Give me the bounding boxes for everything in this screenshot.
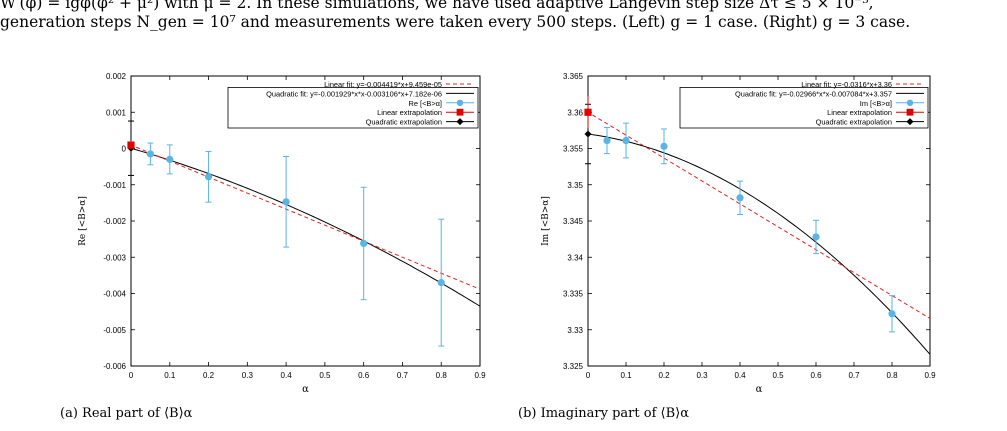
data-point [437,279,445,287]
y-tick-label: -0.001 [103,181,126,190]
y-tick-label: 3.365 [563,72,584,81]
subcaption-b: (b) Imaginary part of ⟨B⟩α [518,406,689,421]
x-tick-label: 0.6 [358,371,370,380]
y-tick-label: 3.33 [567,326,583,335]
x-tick-label: 0.6 [810,371,822,380]
legend-swatch-linear-extrap-point [456,108,464,116]
data-point [812,233,820,241]
y-tick-label: -0.005 [103,326,126,335]
quadratic-extrapolation-point [584,130,592,138]
quadratic-fit-line [131,147,480,307]
legend-label-quadratic: Quadratic fit: y=-0.02966*x*x-0.007084*x… [735,89,892,98]
linear-extrapolation-point [127,141,135,149]
y-tick-label: 3.34 [567,253,583,262]
data-point [660,142,668,150]
legend-box [679,87,929,129]
legend-swatch-quad-extrap-point [906,118,914,126]
linear-extrapolation-point [584,108,592,116]
x-tick-label: 0.8 [886,371,898,380]
x-tick-label: 0.3 [696,371,708,380]
legend-swatch-quad-extrap-point [456,118,464,126]
data-point [622,136,630,145]
y-tick-label: -0.002 [103,217,126,226]
y-tick-label: 3.355 [563,145,584,154]
chart-real: 0 0.1 0.2 0.3 0.4 0.5 0.6 0.7 0.8 0.9 -0.006 -0.005… [78,72,486,395]
x-tick-label: 0.4 [281,371,293,380]
quadratic-fit-line [588,133,930,356]
legend-label-quad_extrap: Quadratic extrapolation [816,118,892,127]
subcaption-a: (a) Real part of ⟨B⟩α [60,406,193,421]
x-tick-label: 0.3 [242,371,254,380]
legend-label-linear_extrap: Linear extrapolation [827,108,892,117]
legend-swatch-data-point [456,99,464,107]
chart-imag: 0 0.1 0.2 0.3 0.4 0.5 0.6 0.7 0.8 0.9 3.325 3.33 3.3… [541,72,936,395]
x-tick-label: 0.4 [734,371,746,380]
legend-label-quadratic: Quadratic fit: y=-0.001929*x*x-0.003106*… [266,89,442,98]
legend-box [227,87,479,129]
data-point [888,310,896,318]
x-tick-label: 0.5 [319,371,331,380]
y-tick-label: -0.004 [103,290,126,299]
caption-line-1: W′(φ) = igφ(φ² + μ²) with μ = 2. In thes… [0,0,874,12]
legend-swatch-data-point [906,99,914,107]
y-tick-label: 0 [122,145,127,154]
x-tick-label: 0 [129,371,134,380]
legend-label-linear: Linear fit: y=-0.004419*x+9.459e-05 [324,80,442,89]
x-tick-label: 0.9 [924,371,936,380]
y-tick-label: 3.36 [567,108,583,117]
y-tick-label: 3.325 [563,362,584,371]
x-tick-label: 0.2 [658,371,670,380]
legend-swatch-linear-extrap-point [906,108,914,116]
legend-label-linear_extrap: Linear extrapolation [377,108,442,117]
data-point [360,239,368,248]
legend-label-quad_extrap: Quadratic extrapolation [366,118,442,127]
data-point [736,194,744,202]
y-tick-label: 3.345 [563,217,584,226]
x-tick-label: 0.2 [203,371,215,380]
x-tick-label: 0.8 [436,371,448,380]
x-tick-label: 0.1 [620,371,632,380]
legend-label-data: Im [<B>α] [860,99,892,108]
legend-label-data: Re [<B>α] [409,99,442,108]
data-point [166,155,174,163]
x-tick-label: 0.5 [772,371,784,380]
data-point [282,198,290,206]
legend-label-linear: Linear fit: y=-0.0316*x+3.36 [801,80,892,89]
linear-fit-line [131,144,480,290]
y-tick-label: 0.001 [106,108,127,117]
y-tick-label: 3.335 [563,290,584,299]
x-tick-label: 0 [586,371,591,380]
caption-line-2: generation steps N_gen = 10⁷ and measure… [0,13,911,31]
y-tick-label: -0.006 [103,362,126,371]
linear-fit-line [588,111,930,320]
x-tick-label: 0.1 [164,371,176,380]
y-tick-label: 3.35 [567,181,583,190]
x-axis-label: α [302,384,309,395]
x-tick-label: 0.7 [397,371,409,380]
y-tick-label: 0.002 [106,72,127,81]
data-point [146,150,154,158]
y-tick-label: -0.003 [103,253,126,262]
data-point [204,173,213,181]
x-tick-label: 0.7 [848,371,860,380]
data-point [603,136,611,145]
y-axis-label: Re [<B>α] [78,196,88,246]
x-tick-label: 0.9 [474,371,486,380]
y-axis-label: Im [<B>α] [541,196,551,246]
x-axis-label: α [756,384,763,395]
